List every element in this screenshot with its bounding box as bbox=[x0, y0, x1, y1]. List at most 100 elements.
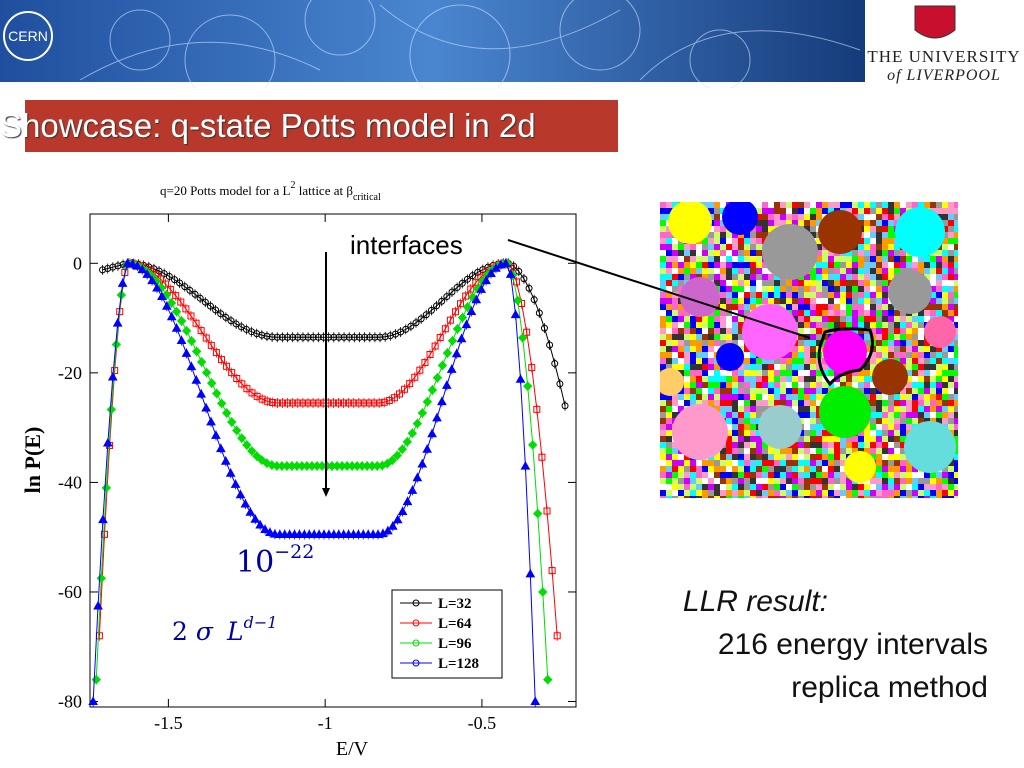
lattice-cell bbox=[906, 328, 912, 334]
lattice-cell bbox=[924, 304, 930, 310]
lattice-cell bbox=[792, 388, 798, 394]
lattice-cell bbox=[810, 412, 816, 418]
lattice-cell bbox=[780, 208, 786, 214]
lattice-cell bbox=[864, 364, 870, 370]
lattice-cell bbox=[888, 466, 894, 472]
lattice-cell bbox=[696, 340, 702, 346]
lattice-cell bbox=[660, 286, 666, 292]
lattice-cell bbox=[882, 232, 888, 238]
lattice-cell bbox=[948, 388, 954, 394]
lattice-cell bbox=[906, 322, 912, 328]
lattice-cell bbox=[696, 328, 702, 334]
lattice-cell bbox=[732, 256, 738, 262]
lattice-cell bbox=[846, 448, 852, 454]
lattice-cell bbox=[858, 244, 864, 250]
lattice-cell bbox=[726, 316, 732, 322]
lattice-cell bbox=[930, 376, 936, 382]
lattice-cell bbox=[906, 340, 912, 346]
lattice-cell bbox=[714, 214, 720, 220]
lattice-cell bbox=[780, 292, 786, 298]
lattice-cell bbox=[684, 394, 690, 400]
lattice-cell bbox=[678, 280, 684, 286]
lattice-cell bbox=[918, 316, 924, 322]
lattice-cell bbox=[744, 304, 750, 310]
lattice-cell bbox=[834, 370, 840, 376]
lattice-cell bbox=[816, 418, 822, 424]
lattice-cell bbox=[810, 478, 816, 484]
lattice-cell bbox=[840, 298, 846, 304]
lattice-cell bbox=[936, 256, 942, 262]
x-axis-label: E/V bbox=[336, 738, 369, 760]
lattice-cell bbox=[816, 376, 822, 382]
lattice-cell bbox=[660, 214, 666, 220]
lattice-cell bbox=[660, 442, 666, 448]
lattice-cell bbox=[822, 448, 828, 454]
lattice-cell bbox=[942, 478, 948, 484]
lattice-cell bbox=[810, 274, 816, 280]
lattice-cell bbox=[888, 208, 894, 214]
lattice-cell bbox=[666, 334, 672, 340]
lattice-cell bbox=[900, 340, 906, 346]
lattice-cell bbox=[780, 382, 786, 388]
lattice-cell bbox=[840, 310, 846, 316]
lattice-cell bbox=[882, 460, 888, 466]
lattice-cell bbox=[840, 202, 846, 208]
lattice-cell bbox=[726, 244, 732, 250]
lattice-cell bbox=[876, 448, 882, 454]
lattice-cell bbox=[708, 358, 714, 364]
lattice-cell bbox=[756, 472, 762, 478]
lattice-cell bbox=[816, 388, 822, 394]
lattice-cell bbox=[924, 370, 930, 376]
lattice-cell bbox=[696, 466, 702, 472]
lattice-cell bbox=[876, 478, 882, 484]
lattice-cell bbox=[690, 328, 696, 334]
lattice-cell bbox=[822, 382, 828, 388]
lattice-cell bbox=[660, 346, 666, 352]
lattice-cell bbox=[750, 430, 756, 436]
lattice-cell bbox=[858, 436, 864, 442]
lattice-cell bbox=[816, 292, 822, 298]
lattice-cell bbox=[768, 460, 774, 466]
lattice-cell bbox=[810, 232, 816, 238]
lattice-cell bbox=[720, 328, 726, 334]
lattice-cell bbox=[780, 376, 786, 382]
lattice-cell bbox=[846, 382, 852, 388]
lattice-cell bbox=[804, 406, 810, 412]
lattice-cell bbox=[888, 244, 894, 250]
lattice-cell bbox=[822, 460, 828, 466]
lattice-cell bbox=[762, 472, 768, 478]
lattice-cell bbox=[828, 436, 834, 442]
lattice-cell bbox=[696, 244, 702, 250]
lattice-cell bbox=[720, 400, 726, 406]
lattice-cell bbox=[672, 304, 678, 310]
lattice-cell bbox=[888, 424, 894, 430]
lattice-cell bbox=[948, 472, 954, 478]
lattice-cell bbox=[786, 448, 792, 454]
lattice-cell bbox=[810, 286, 816, 292]
lattice-cell bbox=[762, 400, 768, 406]
lattice-cell bbox=[936, 382, 942, 388]
lattice-cell bbox=[846, 304, 852, 310]
lattice-cell bbox=[942, 484, 948, 490]
lattice-cell bbox=[870, 220, 876, 226]
lattice-cell bbox=[852, 448, 858, 454]
lattice-cell bbox=[666, 298, 672, 304]
lattice-cell bbox=[720, 268, 726, 274]
lattice-cell bbox=[690, 370, 696, 376]
lattice-cell bbox=[672, 460, 678, 466]
lattice-cell bbox=[798, 208, 804, 214]
lattice-cell bbox=[804, 484, 810, 490]
lattice-cell bbox=[834, 490, 840, 496]
lattice-cell bbox=[912, 334, 918, 340]
lattice-cell bbox=[702, 394, 708, 400]
lattice-cell bbox=[756, 244, 762, 250]
lattice-cell bbox=[918, 388, 924, 394]
lattice-cell bbox=[714, 340, 720, 346]
lattice-cell bbox=[702, 472, 708, 478]
lattice-cell bbox=[936, 250, 942, 256]
lattice-cell bbox=[702, 262, 708, 268]
lattice-cell bbox=[846, 262, 852, 268]
lattice-cell bbox=[798, 280, 804, 286]
lattice-cell bbox=[810, 268, 816, 274]
lattice-cell bbox=[696, 262, 702, 268]
